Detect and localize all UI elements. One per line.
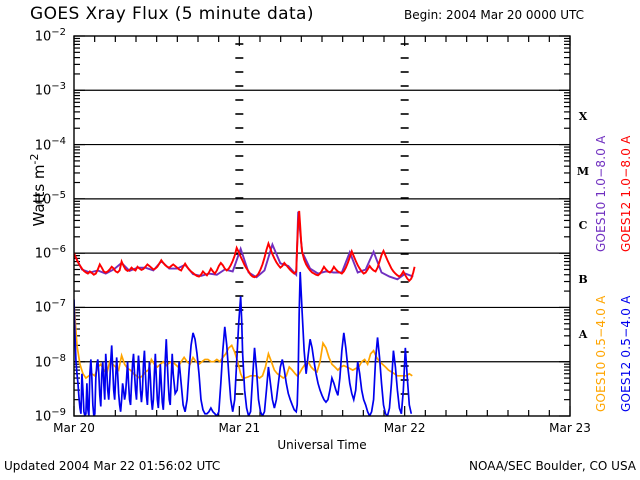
y-tick-label--4: 10−4	[22, 136, 66, 153]
y-tick-exponent: −6	[51, 244, 66, 256]
y-tick-exponent: −2	[51, 27, 66, 38]
x-tick-label-mar-22: Mar 22	[383, 421, 426, 435]
y-tick-exponent: −5	[51, 189, 66, 201]
x-tick-label-mar-23: Mar 23	[549, 421, 591, 435]
x-tick-label-mar-21: Mar 21	[218, 421, 261, 435]
y-tick-exponent: −7	[51, 298, 66, 310]
flare-class-label-m: M	[576, 164, 590, 178]
source-credit: NOAA/SEC Boulder, CO USA	[469, 459, 636, 473]
y-tick-exponent: −4	[51, 135, 66, 147]
y-tick-label--2: 10−2	[22, 27, 66, 44]
y-tick-exponent: −8	[51, 352, 66, 364]
updated-timestamp: Updated 2004 Mar 22 01:56:02 UTC	[4, 459, 221, 473]
y-tick-exponent: −3	[51, 81, 66, 93]
y-tick-base: 10	[34, 137, 52, 153]
flare-class-label-b: B	[578, 273, 588, 287]
x-tick-label-mar-20: Mar 20	[53, 421, 95, 435]
legend-goes10-long: GOES10 1.0−8.0 A	[594, 135, 608, 252]
page-title: GOES Xray Flux (5 minute data)	[30, 4, 314, 24]
y-tick-base: 10	[34, 409, 52, 425]
y-tick-base: 10	[34, 83, 52, 99]
legend-goes10-short: GOES10 0.5−4.0 A	[594, 295, 608, 412]
y-tick-base: 10	[34, 355, 52, 371]
legend-goes12-short: GOES12 0.5−4.0 A	[619, 295, 633, 412]
legend-goes12-long: GOES12 1.0−8.0 A	[619, 135, 633, 252]
y-tick-label--5: 10−5	[22, 190, 66, 207]
x-axis-title: Universal Time	[277, 438, 367, 452]
flare-class-label-a: A	[578, 327, 588, 341]
begin-time-label: Begin: 2004 Mar 20 0000 UTC	[404, 8, 585, 22]
flare-class-label-x: X	[578, 110, 588, 124]
y-tick-label--7: 10−7	[22, 298, 66, 315]
y-tick-exponent: −9	[51, 407, 66, 418]
y-tick-label--8: 10−8	[22, 353, 66, 370]
y-tick-label--6: 10−6	[22, 244, 66, 261]
y-tick-base: 10	[34, 300, 52, 316]
y-tick-label--3: 10−3	[22, 81, 66, 98]
flare-class-label-c: C	[578, 219, 588, 232]
y-tick-label--9: 10−9	[22, 407, 66, 424]
y-tick-base: 10	[34, 246, 52, 262]
y-tick-base: 10	[34, 29, 52, 45]
y-tick-base: 10	[34, 192, 52, 208]
